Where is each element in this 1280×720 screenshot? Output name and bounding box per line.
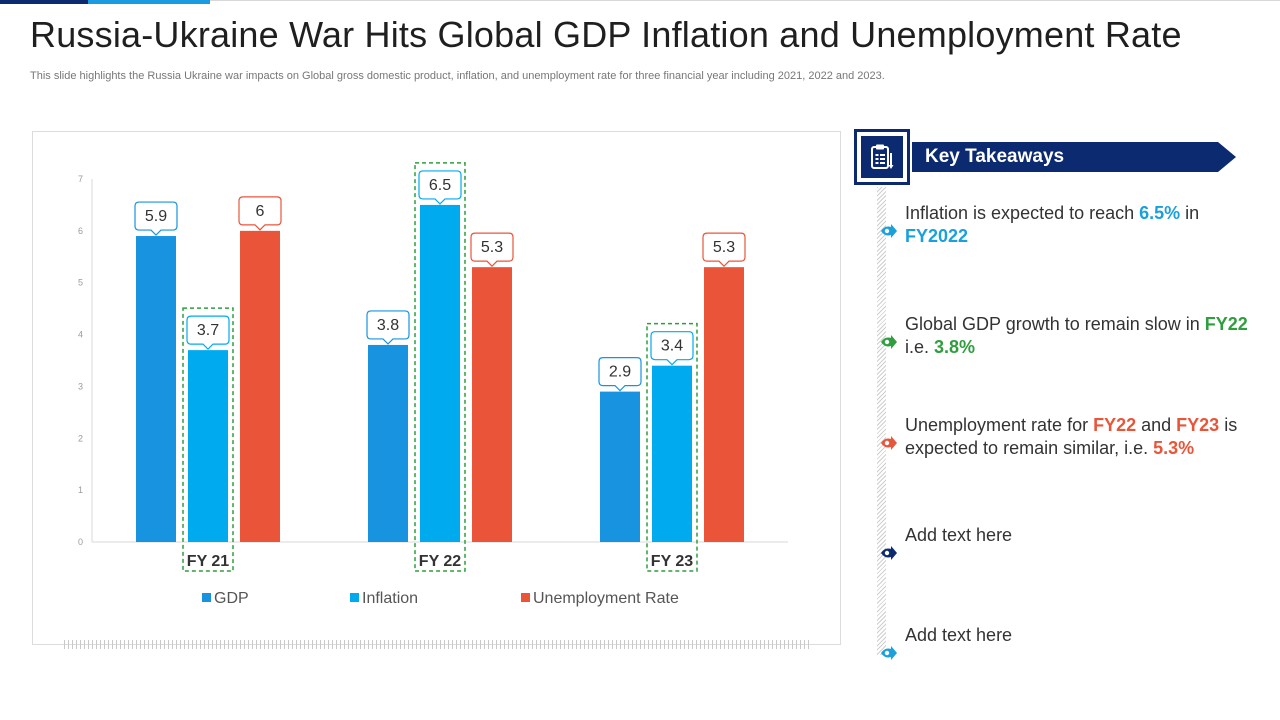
page-title: Russia-Ukraine War Hits Global GDP Infla…: [30, 14, 1182, 55]
takeaway-item: Inflation is expected to reach 6.5% in F…: [905, 202, 1265, 248]
top-accent-bar: [0, 0, 1280, 4]
data-callout: [238, 196, 282, 231]
takeaway-text: Unemployment rate for: [905, 415, 1094, 435]
highlight-box: [414, 162, 466, 572]
takeaway-text: Add text here: [905, 525, 1013, 545]
takeaway-text: in: [1180, 203, 1200, 223]
data-label: 3.8: [377, 317, 399, 334]
takeaway-text: 6.5%: [1139, 203, 1181, 223]
x-category-label: FY 22: [419, 553, 462, 570]
data-callout: [366, 310, 410, 345]
arrow-right-icon: [881, 224, 897, 238]
takeaway-text: FY2022: [905, 226, 969, 246]
bar-gdp-fy-21: [136, 236, 176, 543]
data-label: 3.7: [197, 322, 219, 339]
takeaway-text: FY22: [1093, 415, 1137, 435]
takeaway-item: Unemployment rate for FY22 and FY23 is e…: [905, 414, 1265, 460]
takeaway-text: FY22: [1204, 314, 1248, 334]
takeaway-text: 5.3%: [1153, 438, 1195, 458]
bar-unemployment-rate-fy-21: [240, 230, 280, 542]
legend-swatch: [202, 593, 211, 602]
takeaway-text: i.e.: [905, 337, 935, 357]
bar-inflation-fy-22: [420, 204, 460, 542]
bar-inflation-fy-21: [188, 350, 228, 542]
y-tick-label: 4: [78, 330, 83, 340]
chart-frame-decoration: [64, 640, 812, 649]
arrow-right-icon: [881, 546, 897, 560]
takeaway-text: is expected to remain similar, i.e.: [905, 415, 1238, 458]
data-callout: [650, 331, 694, 366]
takeaways-heading: Key Takeaways: [925, 146, 1065, 167]
y-tick-label: 2: [78, 433, 83, 443]
data-label: 2.9: [609, 364, 631, 381]
bar-inflation-fy-23: [652, 365, 692, 542]
legend-swatch: [350, 593, 359, 602]
legend-swatch: [521, 593, 530, 602]
data-callout: [186, 315, 230, 350]
data-label: 5.3: [481, 239, 503, 256]
takeaway-text: 3.8%: [934, 337, 976, 357]
data-label: 3.4: [661, 338, 683, 355]
legend-label: Inflation: [362, 590, 418, 607]
takeaways-timeline: [877, 187, 886, 655]
data-callout: [134, 201, 178, 236]
takeaway-text: Inflation is expected to reach: [905, 203, 1140, 223]
y-tick-label: 3: [78, 381, 83, 391]
data-callout: [702, 232, 746, 268]
data-callout: [470, 232, 514, 268]
bar-chart: 0 1 2 3 4 5 6 7 5.9 3.8 2.9 3.7 6.5 3.4 6 5.3 5.3 FY 21 FY…: [78, 162, 788, 607]
y-tick-label: 1: [78, 485, 83, 495]
arrow-right-icon: [881, 646, 897, 660]
y-tick-label: 5: [78, 278, 83, 288]
highlight-box: [646, 322, 698, 572]
data-label: 5.3: [713, 239, 735, 256]
takeaways-banner: [912, 142, 1236, 172]
x-category-label: FY 21: [187, 553, 230, 570]
data-callout: [598, 357, 642, 392]
takeaways-icon-box: [854, 129, 910, 185]
data-label: 6: [256, 203, 265, 220]
takeaway-item: Add text here: [905, 624, 1265, 647]
x-category-label: FY 23: [651, 553, 694, 570]
takeaway-text: Global GDP growth to remain slow in: [905, 314, 1205, 334]
y-tick-label: 0: [78, 537, 83, 547]
takeaway-text: and: [1136, 415, 1177, 435]
data-label: 5.9: [145, 208, 167, 225]
arrow-right-icon: [881, 335, 897, 349]
clipboard-chart-icon: [871, 144, 894, 169]
takeaway-item: Global GDP growth to remain slow in FY22…: [905, 313, 1265, 359]
takeaway-item: Add text here: [905, 524, 1265, 547]
highlight-box: [182, 307, 234, 572]
takeaway-text: Add text here: [905, 625, 1013, 645]
bar-unemployment-rate-fy-23: [704, 267, 744, 542]
arrow-right-icon: [881, 436, 897, 450]
page-subtitle: This slide highlights the Russia Ukraine…: [30, 70, 885, 82]
takeaway-text: FY23: [1176, 415, 1220, 435]
y-tick-label: 7: [78, 174, 83, 184]
y-tick-label: 6: [78, 226, 83, 236]
bar-unemployment-rate-fy-22: [472, 267, 512, 542]
bar-gdp-fy-23: [600, 391, 640, 542]
legend-label: GDP: [214, 590, 249, 607]
bar-gdp-fy-22: [368, 344, 408, 542]
data-label: 6.5: [429, 177, 451, 194]
data-callout: [418, 170, 462, 205]
legend-label: Unemployment Rate: [533, 590, 679, 607]
